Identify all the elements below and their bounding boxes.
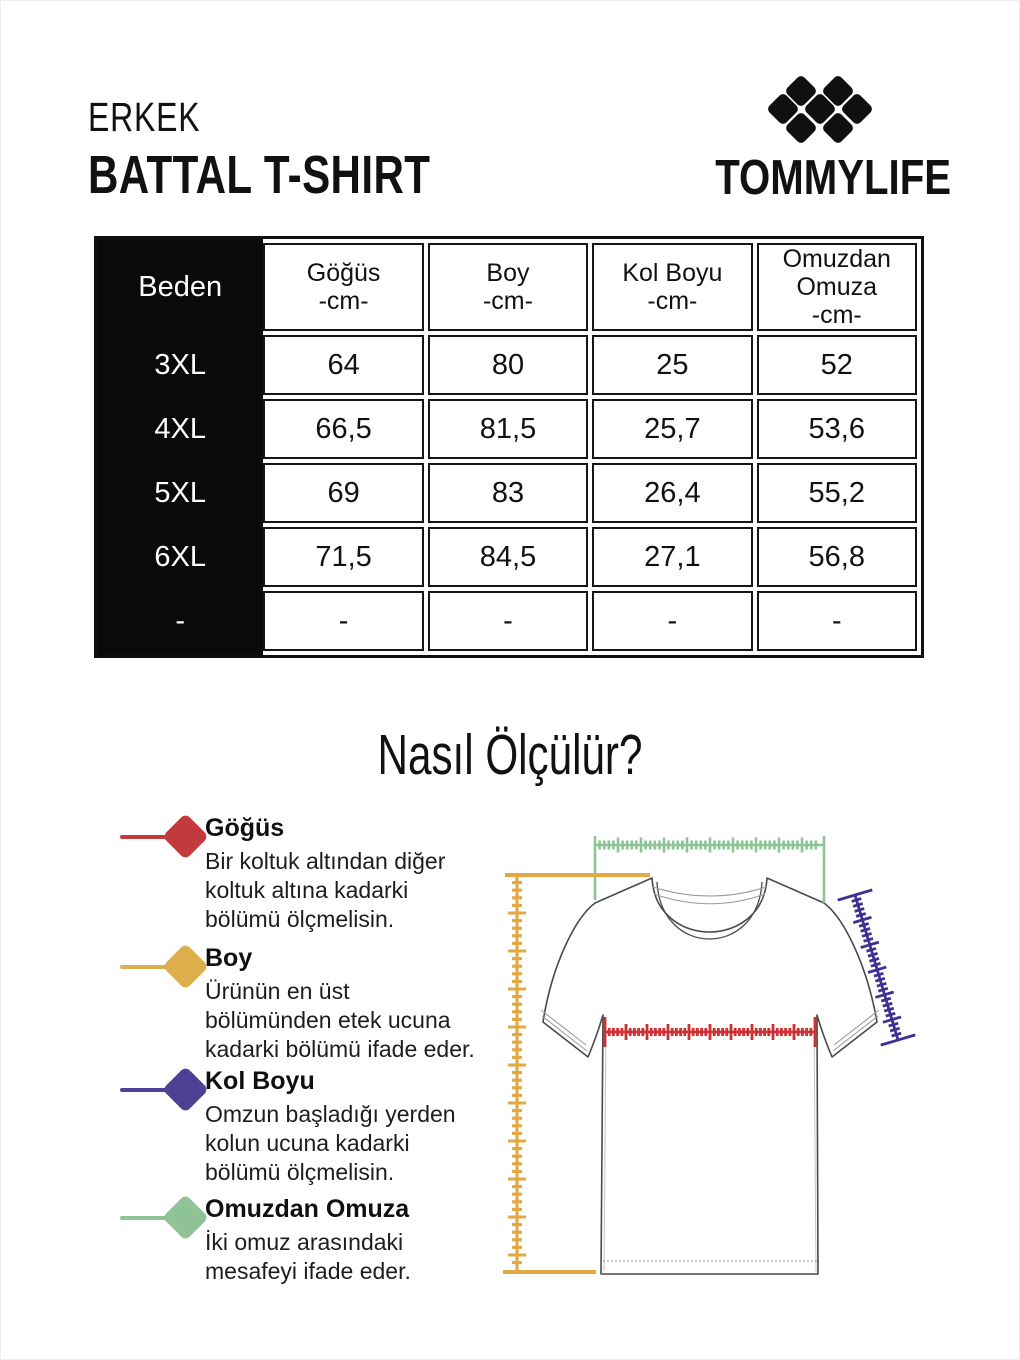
- legend-description: Ürünün en üst bölümünden etek ucuna kada…: [205, 978, 475, 1062]
- size-cell: 52: [756, 335, 917, 395]
- col-header-unit: -cm-: [811, 301, 862, 329]
- col-header-label: Kol Boyu: [622, 259, 723, 287]
- table-row: 4XL 66,5 81,5 25,7 53,6: [101, 399, 917, 459]
- col-header-unit: -cm-: [318, 287, 369, 315]
- size-cell: 27,1: [592, 527, 753, 587]
- size-cell: 26,4: [592, 463, 753, 523]
- col-header-label: Göğüs: [306, 259, 381, 287]
- size-cell: 66,5: [263, 399, 424, 459]
- shoulder-ruler: [593, 836, 826, 903]
- collar-inner-line: [656, 881, 763, 940]
- legend-description: Omzun başladığı yerden kolun ucuna kadar…: [205, 1101, 456, 1185]
- product-name: BATTAL T-SHIRT: [88, 145, 431, 206]
- table-header-row: Beden Göğüs -cm- Boy -cm- Kol Boyu -cm- Omu…: [101, 243, 917, 331]
- col-header-kol-boyu: Kol Boyu -cm-: [592, 243, 753, 331]
- kol-boyu-diamond-icon: [120, 1066, 209, 1113]
- collar-back-lines: [652, 886, 767, 905]
- size-table-grid: Beden Göğüs -cm- Boy -cm- Kol Boyu -cm- Omu…: [97, 239, 921, 655]
- col-header-label: Omuzdan Omuza: [782, 245, 891, 301]
- size-cell: 25: [592, 335, 753, 395]
- tshirt-drawing: [540, 877, 880, 1275]
- table-row: 3XL 64 80 25 52: [101, 335, 917, 395]
- brand-name: TOMMYLIFE: [715, 151, 952, 205]
- col-header-omuzdan-omuza: Omuzdan Omuza -cm-: [756, 243, 917, 331]
- brand-logo: TOMMYLIFE: [690, 66, 970, 203]
- chest-ruler: [603, 1017, 817, 1047]
- legend-label: Göğüs: [205, 814, 285, 842]
- table-row: 6XL 71,5 84,5 27,1 56,8: [101, 527, 917, 587]
- tshirt-outline: [542, 877, 878, 1275]
- tshirt-measurement-diagram: [503, 836, 916, 1275]
- brand-diamonds-icon: [690, 66, 970, 148]
- size-label: 3XL: [154, 348, 206, 381]
- table-row: 5XL 69 83 26,4 55,2: [101, 463, 917, 523]
- size-cell: 80: [427, 335, 589, 395]
- size-cell: 69: [263, 463, 424, 523]
- left-cuff-ribbing: [540, 1009, 588, 1052]
- size-cell: -: [263, 591, 424, 651]
- col-header-gogus: Göğüs -cm-: [263, 243, 424, 331]
- right-cuff-ribbing: [832, 1009, 880, 1052]
- legend-item-boy: Boy Ürünün en üst bölümünden etek ucuna …: [120, 943, 480, 1064]
- legend-item-kol-boyu: Kol Boyu Omzun başladığı yerden kolun uc…: [120, 1066, 480, 1187]
- table-row: - - - - -: [101, 591, 917, 651]
- legend-description: İki omuz arasındaki mesafeyi ifade eder.: [205, 1229, 411, 1284]
- size-cell: 84,5: [427, 527, 589, 587]
- size-cell: 55,2: [756, 463, 917, 523]
- diamond-icon: [162, 813, 209, 860]
- length-ruler: [503, 873, 650, 1274]
- side-seam-lines: [603, 1018, 817, 1272]
- col-header-unit: -cm-: [482, 287, 533, 315]
- size-cell: 71,5: [263, 527, 424, 587]
- size-cell: 83: [427, 463, 589, 523]
- size-label: 4XL: [154, 412, 206, 445]
- legend-line: [120, 835, 182, 839]
- legend-description: Bir koltuk altından diğer koltuk altına …: [205, 848, 446, 932]
- legend-label: Omuzdan Omuza: [205, 1195, 410, 1223]
- col-header-boy: Boy -cm-: [427, 243, 589, 331]
- col-header-unit: -cm-: [647, 287, 698, 315]
- boy-diamond-icon: [120, 943, 209, 990]
- legend-item-gogus: Göğüs Bir koltuk altından diğer koltuk a…: [120, 813, 480, 934]
- size-label: 6XL: [154, 540, 206, 573]
- size-cell: -: [427, 591, 589, 651]
- size-cell: 53,6: [756, 399, 917, 459]
- legend-line: [120, 965, 182, 969]
- size-cell: 81,5: [427, 399, 589, 459]
- omuzdan-omuza-diamond-icon: [120, 1194, 209, 1241]
- size-cell: -: [756, 591, 917, 651]
- col-header-label: Beden: [138, 270, 223, 303]
- size-label: -: [175, 604, 186, 637]
- legend-label: Kol Boyu: [205, 1067, 315, 1095]
- size-cell: 64: [263, 335, 424, 395]
- size-cell: 25,7: [592, 399, 753, 459]
- legend-line: [120, 1088, 182, 1092]
- size-cell: 56,8: [756, 527, 917, 587]
- legend-item-omuzdan-omuza: Omuzdan Omuza İki omuz arasındaki mesafe…: [120, 1194, 480, 1286]
- product-title: ERKEK BATTAL T-SHIRT: [88, 94, 527, 206]
- diamond-icon: [162, 1194, 209, 1241]
- col-header-label: Boy: [486, 259, 530, 287]
- legend-line: [120, 1216, 182, 1220]
- product-category: ERKEK: [88, 94, 201, 140]
- legend-label: Boy: [205, 944, 253, 972]
- gogus-diamond-icon: [120, 813, 209, 860]
- col-header-beden: Beden: [101, 243, 259, 331]
- diamond-icon: [162, 1066, 209, 1113]
- how-to-measure-heading: Nasıl Ölçülür?: [377, 723, 643, 787]
- size-label: 5XL: [154, 476, 206, 509]
- diamond-icon: [162, 943, 209, 990]
- size-column-background: [97, 239, 263, 655]
- size-table: Beden Göğüs -cm- Boy -cm- Kol Boyu -cm- Omu…: [94, 236, 924, 658]
- size-cell: -: [592, 591, 753, 651]
- sleeve-ruler: [837, 888, 916, 1047]
